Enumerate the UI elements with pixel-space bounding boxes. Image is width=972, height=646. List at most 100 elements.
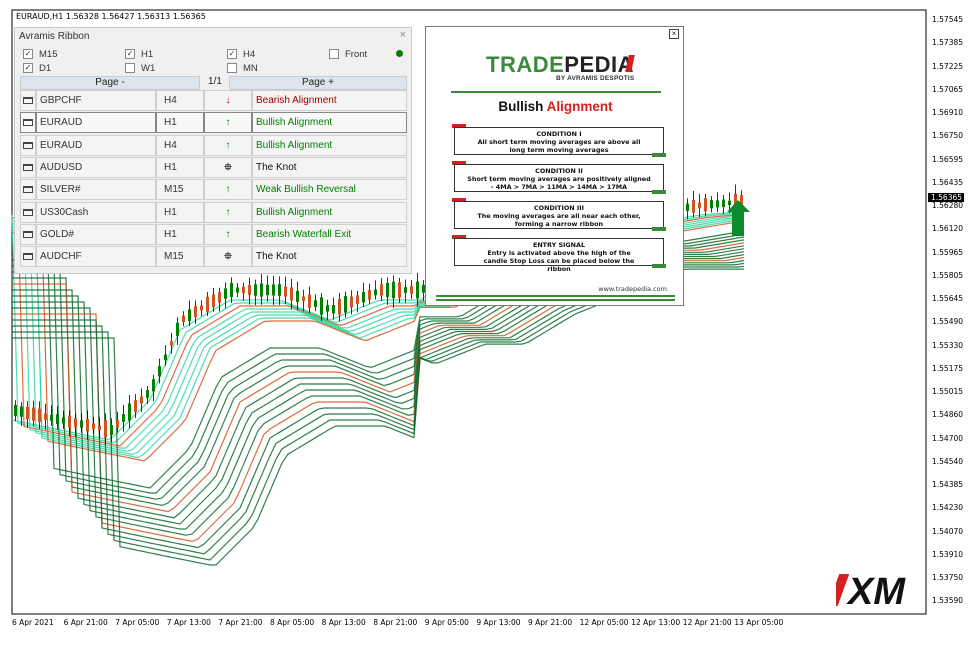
row-symbol[interactable]: AUDUSD — [36, 156, 156, 178]
candle — [386, 282, 389, 298]
candle — [56, 414, 59, 425]
open-chart-button[interactable] — [20, 90, 36, 111]
symbol-header: EURAUD,H1 1.56328 1.56427 1.56313 1.5636… — [16, 12, 206, 21]
candle — [242, 286, 245, 294]
price-tick-label: 1.57065 — [932, 84, 964, 94]
row-symbol[interactable]: AUDCHF — [36, 246, 156, 268]
corner-accent — [452, 198, 466, 202]
time-tick-label: 6 Apr 2021 — [12, 618, 54, 627]
candle — [260, 283, 263, 297]
corner-accent — [652, 227, 666, 231]
candle — [50, 415, 53, 421]
condition-box-1: CONDITION I All short term moving average… — [454, 127, 664, 155]
candle — [140, 396, 143, 404]
candle — [134, 400, 137, 412]
price-tick-label: 1.55015 — [932, 387, 964, 396]
direction-icon: ↑ — [204, 223, 252, 245]
price-tick-label: 1.54230 — [932, 503, 964, 513]
page-next-button[interactable]: Page + — [229, 76, 407, 90]
price-tick-label: 1.55490 — [932, 317, 964, 327]
condition-text: The moving averages are all near each ot… — [477, 212, 641, 228]
price-tick-label: 1.57225 — [932, 61, 964, 71]
candle — [692, 199, 695, 213]
row-timeframe: H1 — [156, 201, 204, 223]
page-indicator: 1/1 — [208, 76, 222, 87]
tf-label: M15 — [39, 48, 58, 60]
candle — [176, 322, 179, 336]
divider — [436, 299, 675, 301]
price-tick-label: 1.54860 — [932, 410, 964, 420]
row-timeframe: H4 — [156, 134, 204, 156]
signal-row[interactable]: AUDUSD H1 ⯐ The Knot — [20, 156, 407, 179]
tf-checkbox-d1[interactable]: ✓ D1 — [23, 62, 51, 74]
signal-row[interactable]: SILVER# M15 ↑ Weak Bullish Reversal — [20, 179, 407, 201]
candle — [182, 315, 185, 322]
candle — [152, 379, 155, 392]
row-symbol[interactable]: EURAUD — [36, 134, 156, 156]
tf-checkbox-front[interactable]: Front — [329, 48, 367, 60]
time-tick-label: 7 Apr 21:00 — [218, 618, 263, 627]
signal-row[interactable]: GBPCHF H4 ↓ Bearish Alignment — [20, 90, 407, 112]
candle — [314, 300, 317, 308]
open-chart-button[interactable] — [20, 112, 36, 134]
direction-icon: ⯐ — [204, 156, 252, 178]
open-chart-button[interactable] — [20, 223, 36, 245]
signal-row[interactable]: US30Cash H1 ↑ Bullish Alignment — [20, 201, 407, 224]
folder-icon — [23, 97, 33, 104]
signal-row[interactable]: GOLD# H1 ↑ Bearish Waterfall Exit — [20, 223, 407, 246]
tf-checkbox-m15[interactable]: ✓ M15 — [23, 48, 57, 60]
checkbox-icon — [227, 63, 237, 73]
row-signal: Weak Bullish Reversal — [252, 179, 407, 201]
current-price-marker: 1.56365 — [928, 193, 964, 202]
row-symbol[interactable]: US30Cash — [36, 201, 156, 223]
candle — [344, 296, 347, 313]
xm-logo-text: XM — [846, 572, 906, 608]
open-chart-button[interactable] — [20, 134, 36, 156]
candle — [380, 284, 383, 296]
time-tick-label: 12 Apr 13:00 — [631, 618, 681, 627]
row-symbol[interactable]: GOLD# — [36, 223, 156, 245]
price-tick-label: 1.54540 — [932, 456, 964, 466]
time-tick-label: 12 Apr 05:00 — [579, 618, 629, 627]
signal-row[interactable]: EURAUD H4 ↑ Bullish Alignment — [20, 134, 407, 157]
page-prev-button[interactable]: Page - — [20, 76, 200, 90]
price-tick-label: 1.57385 — [932, 38, 964, 48]
price-tick-label: 1.54070 — [932, 526, 964, 536]
panel-title: Avramis Ribbon — [19, 31, 90, 42]
tf-checkbox-h4[interactable]: ✓ H4 — [227, 48, 255, 60]
folder-open-icon — [23, 119, 33, 127]
signal-row[interactable]: AUDCHF M15 ⯐ The Knot — [20, 246, 407, 268]
open-chart-button[interactable] — [20, 246, 36, 268]
candle — [92, 423, 95, 430]
tradepedia-info-card: × TRADEPEDIA BY AVRAMIS DESPOTIS Bullish… — [425, 26, 684, 306]
tf-checkbox-mn[interactable]: MN — [227, 62, 258, 74]
tf-checkbox-h1[interactable]: ✓ H1 — [125, 48, 153, 60]
card-close-icon[interactable]: × — [669, 29, 679, 39]
row-symbol[interactable]: EURAUD — [36, 112, 156, 134]
row-symbol[interactable]: GBPCHF — [36, 90, 156, 111]
corner-accent — [452, 124, 466, 128]
row-timeframe: H1 — [156, 223, 204, 245]
candle — [218, 291, 221, 303]
row-symbol[interactable]: SILVER# — [36, 179, 156, 201]
candle — [254, 284, 257, 296]
candle — [98, 425, 101, 430]
candle — [290, 287, 293, 301]
time-tick-label: 12 Apr 21:00 — [682, 618, 732, 627]
tf-checkbox-w1[interactable]: W1 — [125, 62, 155, 74]
candle — [740, 195, 743, 209]
checkbox-icon — [329, 49, 339, 59]
candle — [338, 298, 341, 315]
open-chart-button[interactable] — [20, 156, 36, 178]
candle — [194, 306, 197, 318]
open-chart-button[interactable] — [20, 179, 36, 201]
xm-logo-accent — [836, 574, 850, 606]
signal-row[interactable]: EURAUD H1 ↑ Bullish Alignment — [20, 112, 407, 134]
row-timeframe: H1 — [156, 156, 204, 178]
candle — [68, 415, 71, 428]
folder-icon — [23, 208, 33, 216]
open-chart-button[interactable] — [20, 201, 36, 223]
panel-close-icon[interactable]: × — [399, 29, 406, 41]
price-tick-label: 1.56120 — [932, 224, 964, 234]
candle — [104, 420, 107, 438]
